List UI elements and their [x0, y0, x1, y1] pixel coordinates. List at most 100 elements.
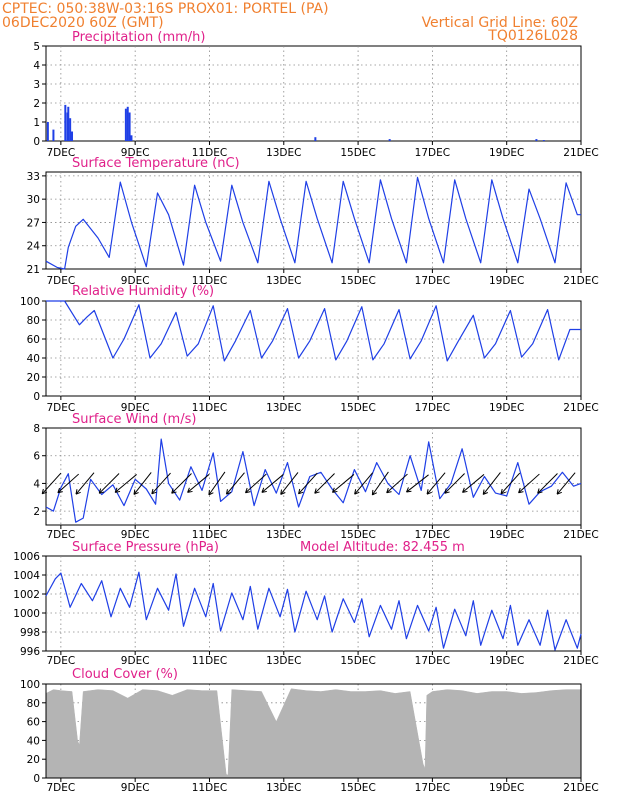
wind-arrow [500, 472, 521, 495]
wind-arrow-head [314, 488, 317, 494]
precipitation-bar [388, 139, 391, 141]
humidity-title: Relative Humidity (%) [72, 284, 214, 299]
wind-arrow [75, 472, 95, 495]
cloud-cover-ytick-label: 100 [20, 679, 40, 691]
cloud-cover-panel: Cloud Cover (%) 0 20 40 60 80 100 7DEC 9DEC 11DE… [20, 667, 599, 794]
precipitation-frame [45, 45, 582, 142]
temperature-xtick-label: 19DEC [489, 275, 524, 287]
wind-arrow [226, 472, 245, 495]
cloud-cover-ytick-label: 20 [27, 754, 40, 766]
precipitation-bar [71, 131, 74, 141]
precipitation-bar [535, 139, 538, 141]
wind-arrow [371, 471, 389, 496]
wind-arrow [444, 473, 465, 494]
temperature-ytick-label: 21 [27, 264, 40, 276]
wind-arrow-head [133, 489, 136, 495]
pressure-series-line [45, 571, 582, 651]
wind-arrow-head [261, 487, 265, 493]
cloud-cover-title: Cloud Cover (%) [72, 667, 178, 682]
wind-arrow-head [41, 488, 44, 494]
precipitation-ytick-label: 4 [33, 60, 40, 72]
wind-arrow-head [332, 487, 335, 493]
temperature-ytick-label: 33 [27, 171, 40, 183]
pressure-xtick-label: 11DEC [192, 655, 227, 667]
wind-arrow-head [556, 489, 559, 495]
temperature-ytick-label: 24 [27, 241, 41, 253]
wind-arrow-head [261, 490, 267, 493]
wind-arrow-head [537, 488, 540, 494]
wind-arrow-head [298, 491, 304, 495]
wind-arrow [245, 473, 267, 494]
wind-arrow-head [280, 489, 283, 495]
wind-arrow [280, 472, 299, 495]
humidity-ytick-label: 100 [20, 296, 40, 308]
pressure-xtick-label: 19DEC [489, 655, 524, 667]
header-run: 06DEC2020 60Z (GMT) [2, 15, 164, 31]
wind-arrow-head [500, 488, 503, 494]
wind-arrow-head [500, 491, 506, 495]
precipitation-bar [52, 129, 55, 141]
precipitation-ytick-label: 5 [33, 41, 40, 53]
precipitation-xtick-label: 9DEC [121, 147, 150, 159]
wind-panel: Surface Wind (m/s) 2 4 6 8 7DEC 9DEC 11DEC 13DE… [33, 412, 598, 541]
cloud-cover-xtick-label: 19DEC [489, 782, 524, 794]
wind-arrow-head [171, 491, 177, 494]
wind-arrow-head [354, 491, 360, 495]
wind-ytick-label: 6 [33, 451, 40, 463]
pressure-xtick-label: 15DEC [340, 655, 375, 667]
pressure-xtick-label: 13DEC [266, 655, 301, 667]
wind-arrow-head [462, 487, 465, 493]
pressure-ytick-label: 1000 [13, 608, 40, 620]
wind-title: Surface Wind (m/s) [72, 412, 196, 427]
wind-arrow-head [298, 488, 301, 494]
temperature-xtick-label: 13DEC [266, 275, 301, 287]
wind-xtick-label: 15DEC [340, 529, 375, 541]
precipitation-xtick-label: 21DEC [563, 147, 598, 159]
wind-arrow [98, 473, 120, 494]
cloud-cover-xtick-label: 9DEC [121, 782, 150, 794]
wind-arrow-head [98, 488, 102, 494]
wind-arrow [314, 473, 335, 494]
wind-xtick-label: 9DEC [121, 529, 150, 541]
humidity-xtick-label: 19DEC [489, 402, 524, 414]
wind-arrow-head [226, 491, 232, 495]
wind-arrow [406, 474, 429, 493]
wind-arrow-head [75, 491, 81, 495]
humidity-ytick-label: 40 [27, 353, 40, 365]
precipitation-panel: Precipitation (mm/h) 0 1 2 3 4 5 7DEC 9DEC 11DEC… [33, 30, 598, 159]
precipitation-xtick-label: 7DEC [46, 147, 75, 159]
wind-arrow-head [99, 491, 105, 494]
temperature-series-line [45, 176, 581, 270]
humidity-ytick-label: 20 [27, 372, 40, 384]
wind-xtick-label: 19DEC [489, 529, 524, 541]
humidity-xtick-label: 21DEC [563, 402, 598, 414]
wind-arrow-head [372, 492, 378, 496]
wind-arrow [261, 474, 284, 493]
precipitation-bar [46, 122, 49, 141]
wind-xtick-label: 7DEC [46, 529, 75, 541]
wind-arrow-head [115, 490, 121, 493]
pressure-ytick-label: 1006 [13, 551, 40, 563]
wind-arrow-head [42, 491, 48, 495]
wind-arrow [151, 472, 171, 495]
cloud-cover-xtick-label: 17DEC [415, 782, 450, 794]
wind-arrow [332, 474, 355, 493]
pressure-ytick-label: 1004 [13, 570, 40, 582]
wind-arrow-head [518, 491, 524, 494]
wind-arrow-head [171, 488, 174, 494]
wind-series-line [45, 438, 582, 523]
precipitation-bar [64, 104, 67, 141]
wind-arrow-head [444, 488, 447, 494]
precipitation-xtick-label: 11DEC [192, 147, 227, 159]
wind-arrow [133, 472, 152, 495]
model-altitude-label: Model Altitude: 82.455 m [300, 540, 465, 555]
precipitation-bar [67, 106, 70, 141]
wind-arrow-head [187, 490, 193, 493]
wind-frame [45, 427, 582, 526]
humidity-frame [45, 300, 582, 397]
wind-arrow-head [556, 491, 562, 495]
humidity-xtick-label: 7DEC [46, 402, 75, 414]
wind-arrow [426, 472, 446, 495]
temperature-frame [45, 171, 582, 270]
wind-arrow-head [518, 487, 521, 493]
